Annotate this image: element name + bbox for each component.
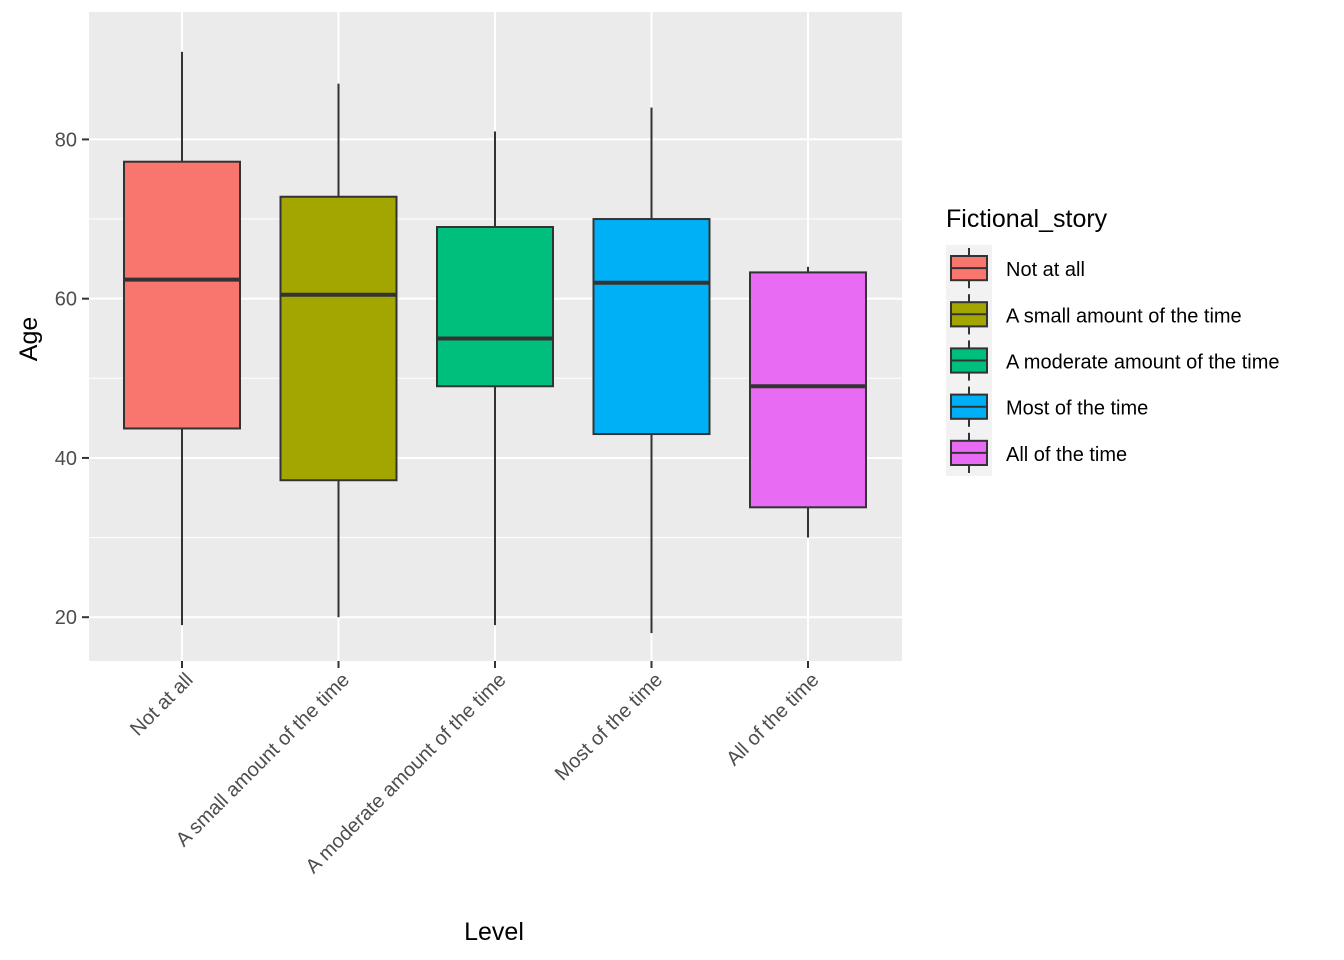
- x-tick-label: A small amount of the time: [172, 669, 354, 851]
- y-tick-label: 60: [55, 289, 77, 311]
- legend-item-5: All of the time: [950, 432, 1127, 473]
- legend-item-2: A small amount of the time: [950, 294, 1242, 335]
- box-1: [123, 51, 241, 626]
- box-4: [592, 107, 711, 634]
- box-2: [279, 83, 398, 618]
- legend-item-4: Most of the time: [950, 386, 1148, 427]
- y-axis-title: Age: [15, 317, 43, 361]
- legend-item-3: A moderate amount of the time: [950, 340, 1280, 381]
- box-body: [749, 271, 867, 509]
- legend-label: All of the time: [1006, 444, 1127, 466]
- box-5: [749, 266, 867, 538]
- legend-label: Most of the time: [1006, 398, 1148, 420]
- y-tick-label: 20: [55, 607, 77, 629]
- legend-label: A small amount of the time: [1006, 305, 1242, 327]
- x-tick-label: Most of the time: [551, 669, 667, 785]
- y-axis: 20 40 60 80: [55, 129, 89, 629]
- legend-title: Fictional_story: [946, 205, 1108, 233]
- x-tick-label: All of the time: [722, 669, 823, 770]
- box-3: [436, 131, 554, 626]
- legend-label: Not at all: [1006, 259, 1085, 281]
- x-tick-label: Not at all: [126, 669, 197, 740]
- legend: Fictional_story Not at all A small amount…: [946, 205, 1280, 476]
- box-body: [279, 195, 398, 482]
- x-axis-title: Level: [464, 918, 524, 946]
- legend-label: A moderate amount of the time: [1006, 352, 1280, 374]
- box-body: [592, 218, 711, 436]
- box-series: [123, 51, 867, 634]
- box-body: [123, 160, 241, 430]
- y-tick-label: 80: [55, 129, 77, 151]
- y-tick-label: 40: [55, 448, 77, 470]
- legend-item-1: Not at all: [950, 248, 1085, 289]
- box-body: [436, 226, 554, 388]
